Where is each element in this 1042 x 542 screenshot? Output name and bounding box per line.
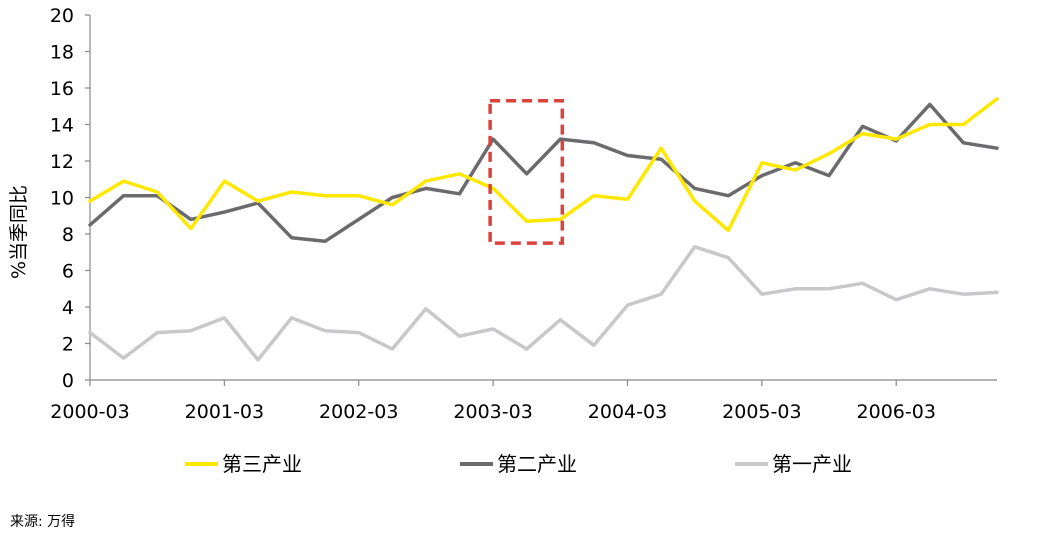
y-tick-label: 12 — [50, 151, 74, 173]
series-layer — [88, 97, 999, 362]
y-tick-label: 6 — [62, 261, 74, 283]
legend-label: 第二产业 — [497, 452, 577, 476]
y-axis: 0 2 4 6 8 10 12 14 16 18 20 — [50, 5, 91, 392]
x-tick-label: 2001-03 — [185, 401, 264, 423]
legend-label: 第一产业 — [772, 452, 852, 476]
series-line-1 — [88, 102, 999, 244]
y-axis-label: %当季同比 — [8, 185, 30, 279]
x-tick-label: 2006-03 — [857, 401, 936, 423]
legend: 第三产业 第二产业 第一产业 — [185, 452, 852, 476]
series-line-2 — [88, 245, 999, 362]
x-tick-label: 2000-03 — [50, 401, 129, 423]
y-tick-label: 14 — [50, 115, 74, 137]
y-tick-label: 16 — [50, 78, 74, 100]
y-tick-label: 20 — [50, 5, 74, 27]
y-tick-label: 0 — [62, 370, 74, 392]
y-tick-label: 10 — [50, 188, 74, 210]
y-tick-label: 4 — [62, 297, 74, 319]
x-tick-label: 2002-03 — [319, 401, 398, 423]
y-tick-label: 2 — [62, 334, 74, 356]
highlight-layer — [488, 99, 565, 245]
x-tick-label: 2005-03 — [722, 401, 801, 423]
y-tick-label: 8 — [62, 224, 74, 246]
x-axis: 2000-03 2001-03 2002-03 2003-03 2004-03 2005-… — [50, 379, 997, 423]
highlight-box — [488, 99, 565, 245]
source-note: 来源: 万得 — [10, 514, 76, 530]
legend-label: 第三产业 — [222, 452, 302, 476]
series-line-0 — [88, 97, 999, 233]
y-tick-label: 18 — [50, 42, 74, 64]
x-tick-label: 2004-03 — [588, 401, 667, 423]
x-tick-label: 2003-03 — [453, 401, 532, 423]
